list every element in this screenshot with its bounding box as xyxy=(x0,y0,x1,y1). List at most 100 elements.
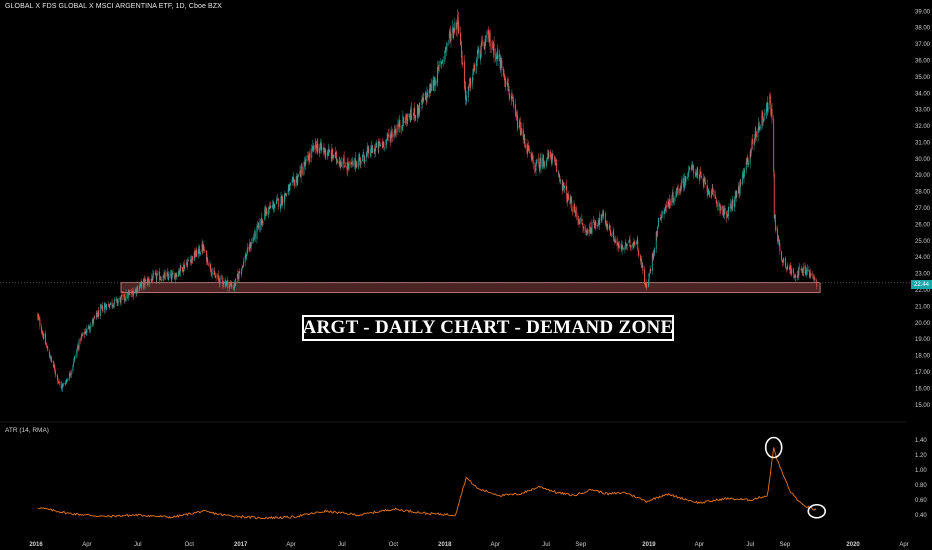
candle-body xyxy=(60,381,62,388)
price-axis-tick: 20.00 xyxy=(915,321,931,327)
candle-body xyxy=(292,178,294,181)
candle-body xyxy=(301,167,303,169)
candle-body xyxy=(297,178,299,184)
candle-body xyxy=(229,283,231,285)
candle-body xyxy=(460,43,462,44)
candle-body xyxy=(375,146,377,148)
candle-body xyxy=(485,38,487,44)
candle-body xyxy=(598,219,600,223)
candle-body xyxy=(300,166,302,178)
candle-body xyxy=(716,202,718,207)
candle-body xyxy=(458,26,460,32)
price-axis-tick: 23.00 xyxy=(915,272,931,278)
candle-body xyxy=(777,229,779,242)
candle-body xyxy=(190,260,192,264)
candle-body xyxy=(416,104,418,118)
candle-body xyxy=(424,93,426,97)
candle-body xyxy=(614,239,616,243)
candle-body xyxy=(109,304,111,307)
candle-body xyxy=(795,274,796,278)
candle-body xyxy=(394,130,395,134)
candle-body xyxy=(331,149,333,160)
candle-body xyxy=(712,188,714,192)
candle-body xyxy=(544,164,546,166)
candle-body xyxy=(642,265,644,271)
candle-body xyxy=(687,177,689,178)
candle-body xyxy=(205,251,207,252)
candle-body xyxy=(656,231,658,236)
candle-body xyxy=(464,82,466,89)
candle-body xyxy=(558,173,560,175)
candle-body xyxy=(433,79,435,88)
candle-body xyxy=(622,246,624,248)
candle-body xyxy=(116,299,118,304)
candle-body xyxy=(189,259,191,262)
candle-body xyxy=(401,127,403,129)
candle-body xyxy=(326,152,328,155)
candle-body xyxy=(788,268,790,270)
candle-body xyxy=(115,299,117,300)
candle-body xyxy=(215,276,216,278)
candle-body xyxy=(188,260,190,261)
candle-body xyxy=(551,157,553,163)
candle-body xyxy=(723,210,725,215)
candle-body xyxy=(368,148,370,155)
demand-zone-banner: ARGT - DAILY CHART - DEMAND ZONE xyxy=(302,315,674,341)
candle-body xyxy=(669,199,671,207)
candle-body xyxy=(155,272,157,274)
candle-body xyxy=(531,153,532,160)
candle-body xyxy=(603,213,605,216)
candle-body xyxy=(86,328,88,333)
candle-body xyxy=(244,256,246,263)
candle-body xyxy=(522,128,524,137)
candle-body xyxy=(288,185,290,188)
candle-body xyxy=(307,155,309,161)
candle-body xyxy=(758,123,760,130)
candle-body xyxy=(778,238,780,241)
atr-axis-tick: 1.40 xyxy=(915,438,927,444)
candle-body xyxy=(151,278,153,282)
candle-body xyxy=(420,100,422,102)
candle-body xyxy=(142,280,144,289)
candle-body xyxy=(485,35,487,38)
candle-body xyxy=(656,229,658,237)
candle-body xyxy=(256,226,258,239)
candle-body xyxy=(281,195,282,205)
candle-body xyxy=(299,171,301,175)
candle-body xyxy=(758,121,760,130)
candle-body xyxy=(536,159,538,162)
candle-body xyxy=(206,250,208,262)
time-axis-tick: Jul xyxy=(338,542,346,548)
candle-body xyxy=(508,89,510,96)
candle-body xyxy=(335,151,337,161)
candle-body xyxy=(637,251,639,253)
candle-body xyxy=(507,79,509,91)
candle-body xyxy=(626,245,628,246)
candle-body xyxy=(449,32,451,34)
candle-body xyxy=(731,200,733,210)
candle-body xyxy=(556,163,558,173)
candle-body xyxy=(566,189,568,199)
candle-body xyxy=(179,271,181,274)
candle-body xyxy=(231,284,233,289)
candle-body xyxy=(453,28,455,34)
candle-body xyxy=(55,372,57,375)
candle-body xyxy=(48,351,50,358)
candle-body xyxy=(156,273,158,276)
candle-body xyxy=(476,60,478,63)
candle-body xyxy=(774,214,776,219)
candle-body xyxy=(582,225,584,229)
candle-body xyxy=(245,255,247,259)
candle-body xyxy=(387,134,389,137)
candle-body xyxy=(669,200,671,206)
candle-body xyxy=(613,232,615,241)
candle-body xyxy=(575,208,577,217)
time-axis: 2016 Apr Jul Oct 2017 Apr Jul Oct 2018 Apr Jul Sep 2… xyxy=(29,542,908,548)
candle-body xyxy=(441,62,442,65)
candle-body xyxy=(100,306,102,308)
candle-body xyxy=(117,300,119,303)
candle-body xyxy=(738,186,739,193)
candle-body xyxy=(171,274,173,280)
candle-body xyxy=(139,285,140,291)
candle-body xyxy=(418,107,420,114)
